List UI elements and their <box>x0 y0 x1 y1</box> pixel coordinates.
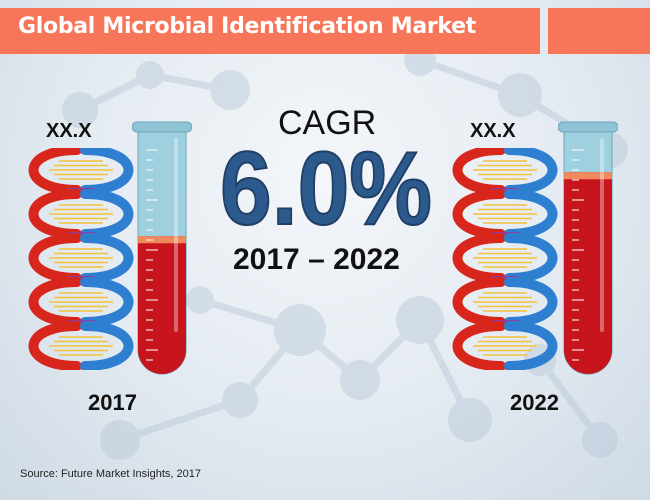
cagr-value-text: 6.0% <box>220 131 432 236</box>
dna-helix-icon <box>452 148 558 370</box>
dna-helix-icon <box>28 148 134 370</box>
left-value-label: XX.X <box>46 120 92 142</box>
test-tube-icon <box>132 121 192 375</box>
title-bar-accent <box>548 8 650 54</box>
left-year-label: 2017 <box>88 390 137 415</box>
test-tube-icon <box>558 121 618 375</box>
right-value-label: XX.X <box>470 120 516 142</box>
cagr-period-label: 2017 – 2022 <box>233 243 400 276</box>
title-bar <box>0 8 540 54</box>
source-note: Source: Future Market Insights, 2017 <box>20 468 201 480</box>
page-title: Global Microbial Identification Market <box>18 14 477 39</box>
right-year-label: 2022 <box>510 390 559 415</box>
cagr-value: 6.0% <box>219 130 433 236</box>
cagr-label: CAGR <box>278 104 377 142</box>
